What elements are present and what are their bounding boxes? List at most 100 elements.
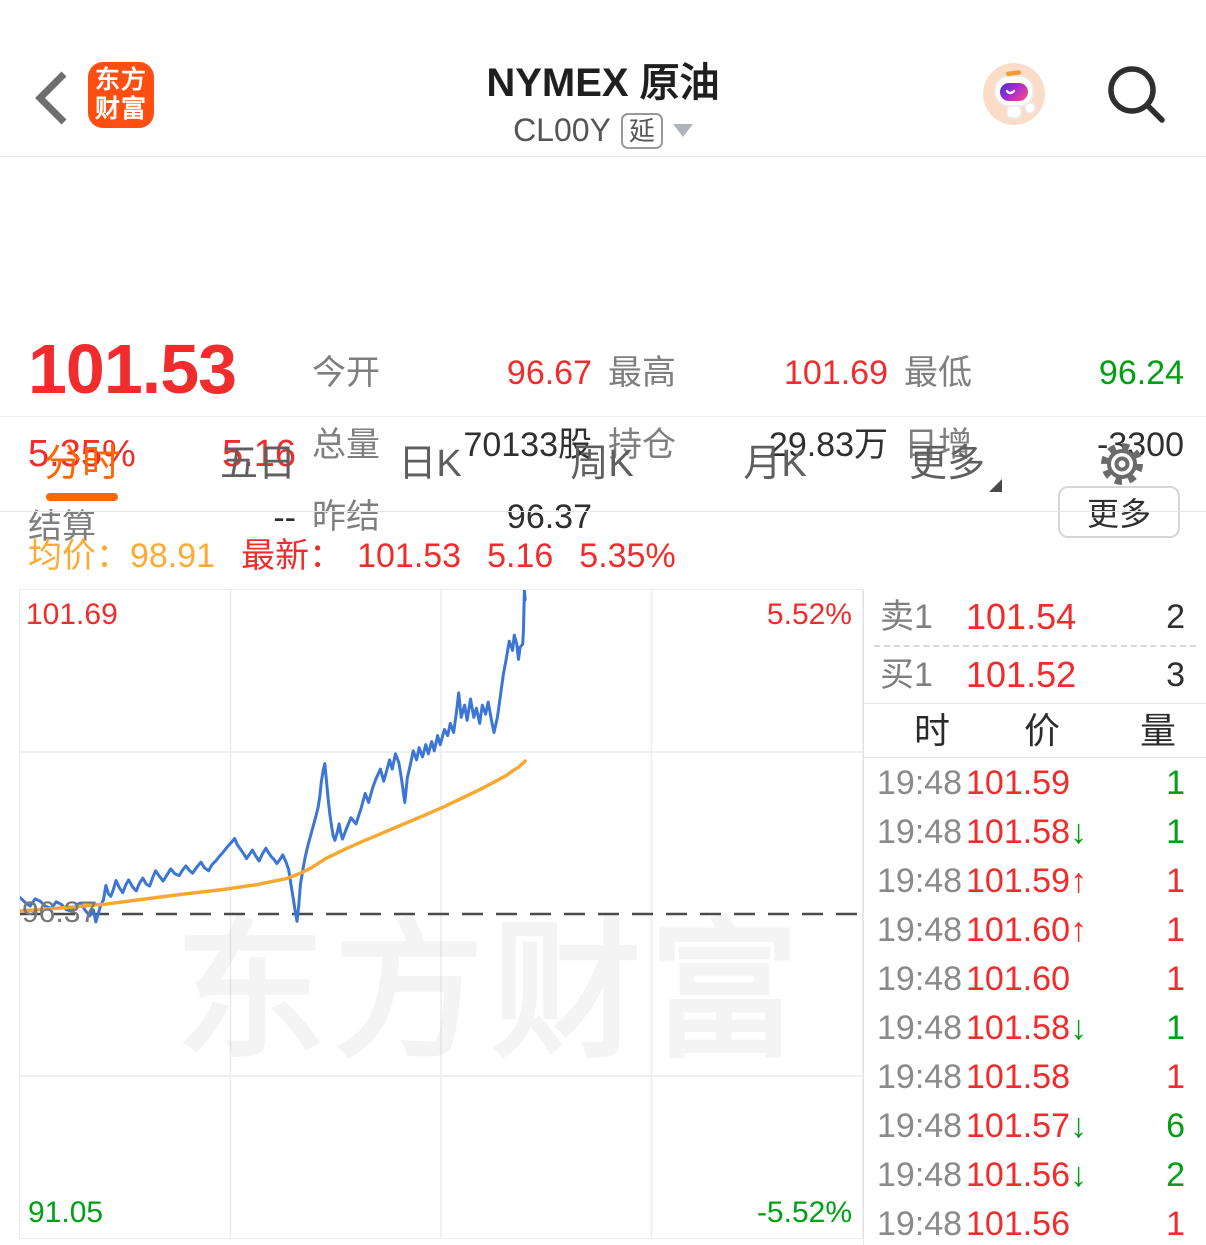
page-title: NYMEX 原油 <box>486 61 720 105</box>
price-down-arrow-icon: ↓ <box>1070 1009 1087 1047</box>
bid-price: 101.52 <box>966 654 1077 695</box>
ask-label: 卖1 <box>880 598 933 636</box>
stat-label: 最高 <box>608 354 676 392</box>
stat-label: 昨结 <box>312 498 380 536</box>
ai-assistant-avatar[interactable] <box>982 62 1046 126</box>
tab-weekly-k[interactable]: 周K <box>570 443 634 485</box>
trade-price: 101.56 <box>966 1205 1070 1243</box>
app-logo-line1: 东方 <box>94 66 147 94</box>
chart-info-line: 均价： 98.91 最新： 101.53 5.16 5.35% <box>28 528 676 577</box>
stat-value: 96.24 <box>1098 354 1184 392</box>
change-percent: 5.35% <box>28 433 136 475</box>
change-value: 5.16 <box>222 433 296 475</box>
app-logo: 东方 财富 <box>88 62 154 128</box>
stat-value: 96.67 <box>506 354 592 392</box>
latest-value: 101.53 <box>357 537 462 575</box>
tape-row: 19:48 101.58↓ 1 <box>864 1004 1206 1053</box>
order-book-divider <box>874 645 1196 647</box>
bid-volume: 3 <box>1166 656 1185 694</box>
trade-volume: 1 <box>1166 960 1185 998</box>
trade-time: 19:48 <box>877 1205 963 1243</box>
last-price: 101.53 <box>28 330 237 408</box>
delayed-quote-badge: 延 <box>620 112 663 149</box>
symbol-code: CL00Y <box>513 112 611 148</box>
price-down-arrow-icon: ↓ <box>1070 1107 1087 1145</box>
stat-label: 日增 <box>904 426 972 464</box>
chart-max-price-label: 101.69 <box>26 598 118 631</box>
tape-row: 19:48 101.58↓ 1 <box>864 808 1206 857</box>
tape-row: 19:48 101.60↑ 1 <box>864 906 1206 955</box>
trade-price: 101.56↓ <box>966 1156 1087 1194</box>
stat-open: 今开 96.67 <box>312 354 592 426</box>
ask-row[interactable]: 卖1 101.54 2 <box>864 589 1206 645</box>
robot-smile <box>1005 89 1016 95</box>
chart-min-percent-label: -5.52% <box>756 1196 852 1229</box>
trade-price: 101.60 <box>966 960 1070 998</box>
trade-volume: 1 <box>1166 813 1185 851</box>
more-tab-caret-icon <box>989 479 1002 492</box>
trade-price: 101.58↓ <box>966 813 1087 851</box>
trade-tape[interactable]: 19:48 101.59 1 19:48 101.58↓ 1 19:48 101.59↑ 1 19… <box>864 759 1206 1245</box>
tape-row: 19:48 101.56 1 <box>864 1200 1206 1245</box>
latest-percent: 5.35% <box>579 537 676 575</box>
minute-chart[interactable]: 东方财富 101.69 5.52% 96.37 91.05 -5.52% <box>19 589 863 1239</box>
tab-minute[interactable]: 分时 <box>43 443 121 485</box>
trade-volume: 6 <box>1166 1107 1185 1145</box>
settings-button[interactable] <box>1099 441 1145 487</box>
symbol-row[interactable]: CL00Y 延 <box>0 112 1206 149</box>
watermark: 东方财富 <box>176 908 808 1076</box>
trade-volume: 1 <box>1166 911 1185 949</box>
bid-row[interactable]: 买1 101.52 3 <box>864 647 1206 703</box>
price-up-arrow-icon: ↑ <box>1070 911 1087 949</box>
stat-high: 最高 101.69 <box>608 354 888 426</box>
change-row: 5.35% 5.16 <box>28 433 296 476</box>
tape-header-time: 时 <box>914 710 951 751</box>
ask-volume: 2 <box>1166 598 1185 636</box>
stat-volume: 总量 70133股 <box>312 426 592 498</box>
stat-open-interest: 持仓 29.83万 <box>608 426 888 498</box>
trade-time: 19:48 <box>877 960 963 998</box>
tab-five-day[interactable]: 五日 <box>219 443 297 485</box>
trade-price: 101.58 <box>966 1058 1070 1096</box>
trade-price: 101.59↑ <box>966 862 1087 900</box>
back-button[interactable] <box>30 70 70 126</box>
stat-label: 最低 <box>904 354 972 392</box>
ask-price: 101.54 <box>966 596 1077 637</box>
tab-daily-k[interactable]: 日K <box>398 443 462 485</box>
more-stats-button[interactable]: 更多 <box>1058 486 1180 538</box>
gear-icon <box>1101 443 1143 485</box>
trade-time: 19:48 <box>877 1107 963 1145</box>
tab-more[interactable]: 更多 <box>908 443 986 485</box>
stat-label: 总量 <box>312 426 380 464</box>
settle-value: -- <box>273 499 296 537</box>
header: 东方 财富 NYMEX 原油 CL00Y 延 <box>0 0 1206 157</box>
trade-volume: 2 <box>1166 1156 1185 1194</box>
trade-time: 19:48 <box>877 1156 963 1194</box>
search-button[interactable] <box>1102 60 1172 130</box>
stat-low: 最低 96.24 <box>904 354 1184 426</box>
stat-value: 96.37 <box>506 498 592 536</box>
price-line <box>20 590 527 924</box>
trade-volume: 1 <box>1166 862 1185 900</box>
price-up-arrow-icon: ↑ <box>1070 862 1087 900</box>
tape-row: 19:48 101.57↓ 6 <box>864 1102 1206 1151</box>
stat-prev-settle: 昨结 96.37 <box>312 498 592 570</box>
price-down-arrow-icon: ↓ <box>1070 813 1087 851</box>
stat-label: 持仓 <box>608 426 676 464</box>
stat-label: 今开 <box>312 354 380 392</box>
chevron-down-icon <box>672 124 693 137</box>
tape-row: 19:48 101.59 1 <box>864 759 1206 808</box>
robot-body <box>1006 105 1022 119</box>
trade-time: 19:48 <box>877 813 963 851</box>
tab-monthly-k[interactable]: 月K <box>743 443 807 485</box>
chart-min-price-label: 91.05 <box>28 1196 104 1229</box>
trade-time: 19:48 <box>877 764 963 802</box>
trade-volume: 1 <box>1166 764 1185 802</box>
trade-time: 19:48 <box>877 1009 963 1047</box>
trade-volume: 1 <box>1166 1205 1185 1243</box>
latest-label: 最新： <box>241 537 344 575</box>
average-line <box>20 759 527 913</box>
order-book-panel: 卖1 101.54 2 买1 101.52 3 时 价 量 19:48 101.5… <box>863 589 1206 1245</box>
avg-price-label: 均价： <box>28 537 130 575</box>
trade-price: 101.58↓ <box>966 1009 1087 1047</box>
